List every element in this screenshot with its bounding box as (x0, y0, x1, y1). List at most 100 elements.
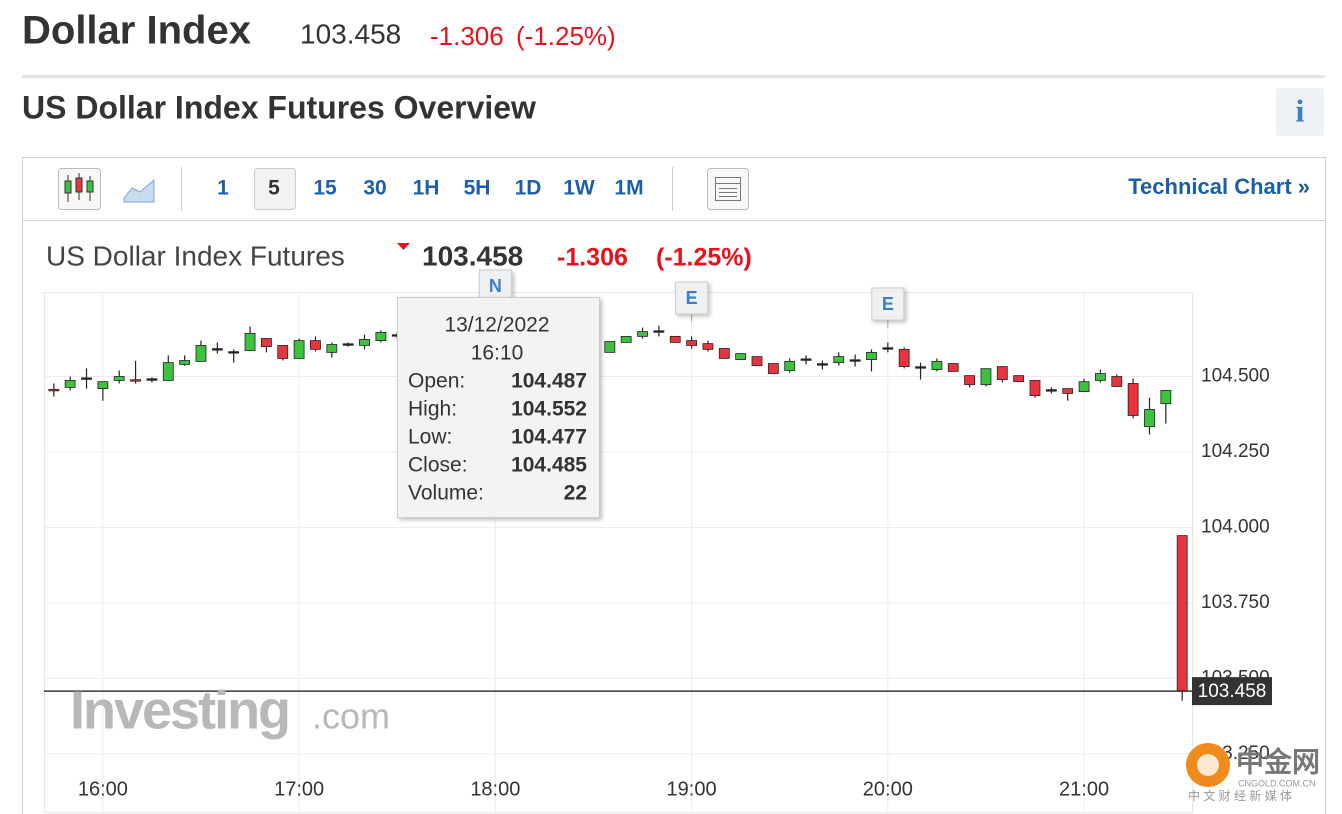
interval-button[interactable]: 1W (563, 177, 595, 200)
candle-body (1029, 380, 1041, 396)
candle-body (64, 380, 76, 388)
x-tick-label: 18:00 (470, 778, 520, 800)
chart-change: -1.306 (557, 244, 628, 272)
candle-body (996, 366, 1008, 380)
interval-list: 1 5 15 30 1H 5H 1D 1W 1M (217, 177, 643, 200)
candle-body (964, 375, 975, 386)
plot: 104.500104.250104.000103.750103.500103.2… (44, 269, 1272, 813)
tooltip-label: Low: (408, 426, 452, 449)
tooltip-label: High: (408, 398, 457, 421)
candle-body (359, 338, 370, 346)
logo-domain: CNGOLD.COM.CN (1238, 778, 1316, 788)
candle-body (718, 348, 730, 359)
interval-button[interactable]: 5H (464, 177, 491, 200)
candle-body (146, 378, 158, 381)
y-tick-label: 104.500 (1201, 366, 1270, 387)
last-price-label: 103.458 (1198, 681, 1267, 702)
candle-body (1078, 381, 1090, 393)
interval-button[interactable]: 1 (217, 177, 229, 200)
candle-body (1176, 535, 1188, 692)
candle-body (1062, 388, 1074, 394)
technical-chart-link[interactable]: Technical Chart » (1128, 174, 1310, 199)
candle-body (866, 351, 877, 361)
tooltip-time: 16:10 (471, 342, 524, 365)
chart-title: US Dollar Index Futures (46, 240, 345, 271)
candle-body (130, 379, 141, 382)
interval-button[interactable]: 1H (413, 177, 440, 200)
candle-body (1095, 373, 1106, 381)
candle-body (686, 340, 697, 346)
page-title: Dollar Index (22, 9, 251, 53)
tooltip-value: 104.477 (511, 426, 587, 449)
candle-body (162, 362, 174, 381)
y-tick-label: 103.750 (1201, 592, 1270, 613)
candle-body (342, 343, 354, 346)
tooltip-value: 104.487 (511, 370, 587, 393)
candle-body (310, 340, 321, 350)
x-tick-label: 20:00 (863, 778, 913, 800)
interval-button[interactable]: 1D (515, 177, 542, 200)
y-tick-label: 104.000 (1201, 516, 1270, 537)
candle-body (817, 363, 828, 366)
candle-body (48, 388, 60, 392)
candle-body (882, 347, 894, 350)
interval-button[interactable]: 30 (363, 177, 386, 200)
line-chart-button[interactable] (123, 178, 155, 203)
candle-body (931, 361, 943, 370)
event-marker (871, 287, 905, 321)
candle-body (375, 332, 387, 342)
candle-body (947, 363, 959, 372)
event-label: N (489, 276, 502, 296)
interval-button[interactable]: 5 (268, 177, 280, 200)
tooltip-label: Volume: (408, 482, 484, 505)
candle-body (751, 356, 763, 367)
watermark-suffix: .com (312, 696, 390, 737)
candle-body (179, 360, 191, 365)
change-pct: (-1.25%) (516, 21, 616, 51)
event-marker (675, 281, 709, 315)
candle-body (1160, 390, 1172, 405)
table-icon (715, 177, 741, 201)
last-price-box (1192, 677, 1272, 706)
candle-body (211, 348, 223, 351)
candle-body (81, 377, 92, 380)
candle-body (244, 332, 256, 351)
candle-body (669, 335, 681, 343)
section-title: US Dollar Index Futures Overview (22, 89, 536, 125)
chart-frame (22, 157, 1326, 814)
tooltip-label: Open: (408, 370, 465, 393)
tooltip-value: 104.552 (511, 398, 587, 421)
y-tick-label: 104.250 (1201, 441, 1270, 462)
x-tick-label: 19:00 (667, 778, 717, 800)
candle-body (735, 353, 747, 361)
candle-body (277, 345, 289, 359)
logo-name: 中金网 (1236, 745, 1320, 777)
logo-mark-inner (1197, 754, 1219, 776)
candle-body (653, 330, 665, 333)
interval-button[interactable]: 15 (313, 177, 337, 200)
candle-body (228, 351, 240, 354)
x-tick-label: 21:00 (1059, 778, 1109, 800)
last-price: 103.458 (300, 18, 401, 49)
info-button[interactable] (1276, 88, 1324, 136)
chart-last: 103.458 (422, 240, 523, 271)
divider (22, 75, 1325, 78)
candle-body (1111, 376, 1123, 387)
candle-body (620, 335, 632, 343)
candle-icon (64, 173, 94, 202)
candle-body (915, 366, 926, 369)
candle-body (702, 343, 714, 350)
candle-body (195, 345, 207, 362)
candle-body (800, 358, 812, 361)
overlay-logo: 中金网 CNGOLD.COM.CN 中 文 财 经 新 媒 体 (1186, 743, 1320, 803)
x-tick-label: 17:00 (274, 778, 324, 800)
interval-button[interactable]: 1M (614, 177, 643, 200)
selected-interval (254, 168, 296, 210)
candle-body (1144, 409, 1155, 428)
event-label: E (686, 288, 698, 308)
candle-body (113, 376, 125, 381)
event-label: E (882, 294, 894, 314)
change: -1.306 (430, 21, 504, 51)
candle-body (97, 381, 109, 390)
